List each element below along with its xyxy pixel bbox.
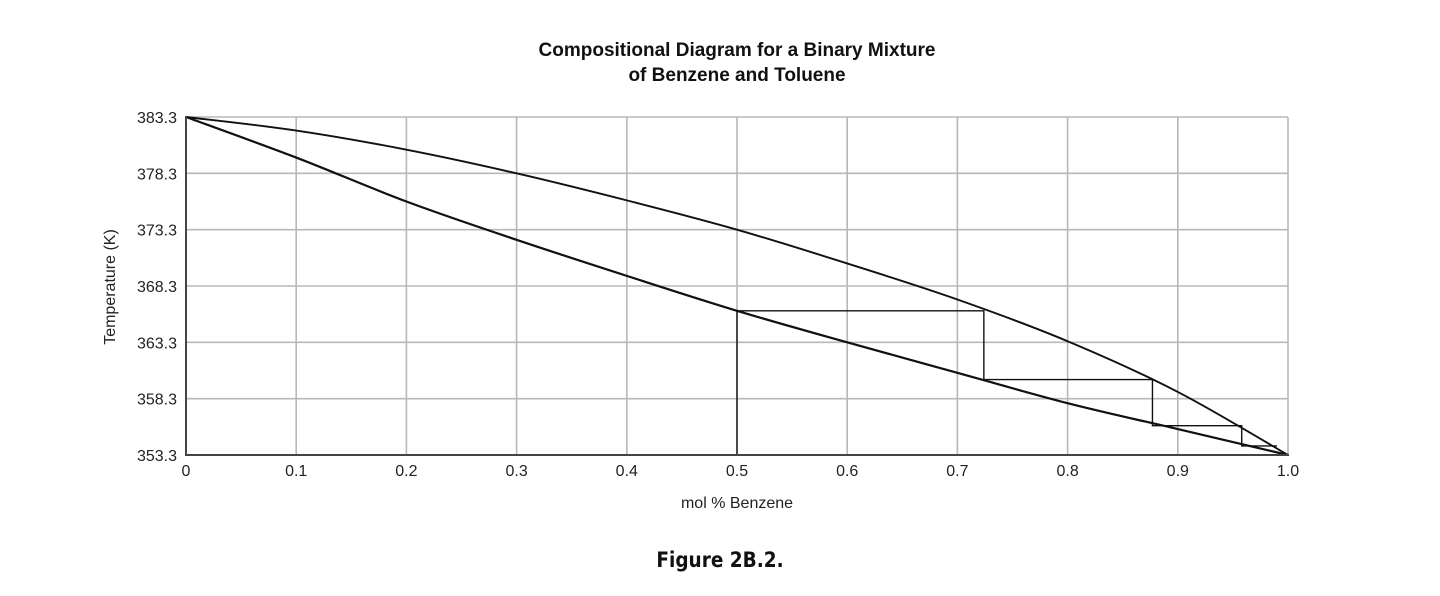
x-tick-label: 0.5 [726,463,748,480]
y-tick-label: 353.3 [137,448,177,465]
x-axis-ticks: 0 0.1 0.2 0.3 0.4 0.5 0.6 0.7 0.8 0.9 1.0 [182,463,1300,480]
y-tick-label: 368.3 [137,279,177,296]
x-tick-label: 0.4 [616,463,638,480]
figure-caption: Figure 2B.2. [656,548,784,572]
y-axis-label: Temperature (K) [102,229,119,345]
x-axis-label: mol % Benzene [681,495,793,512]
y-tick-label: 363.3 [137,335,177,352]
x-tick-label: 0.1 [285,463,307,480]
y-axis-ticks: 383.3 378.3 373.3 368.3 363.3 358.3 353.3 [137,110,177,465]
chart-title-line-2: of Benzene and Toluene [628,65,845,86]
vapor-curve [185,116,1289,456]
y-tick-label: 378.3 [137,166,177,183]
x-tick-label: 0.3 [505,463,527,480]
x-tick-label: 0.7 [946,463,968,480]
data-series [185,115,1289,457]
x-tick-label: 1.0 [1277,463,1299,480]
y-tick-label: 373.3 [137,223,177,240]
x-tick-label: 0.9 [1167,463,1189,480]
y-tick-label: 358.3 [137,392,177,409]
chart-title-line-1: Compositional Diagram for a Binary Mixtu… [539,40,936,61]
y-tick-label: 383.3 [137,110,177,127]
x-tick-label: 0 [182,463,191,480]
x-tick-label: 0.6 [836,463,858,480]
distillation-steps [736,310,1277,455]
x-tick-label: 0.2 [395,463,417,480]
x-tick-label: 0.8 [1056,463,1078,480]
